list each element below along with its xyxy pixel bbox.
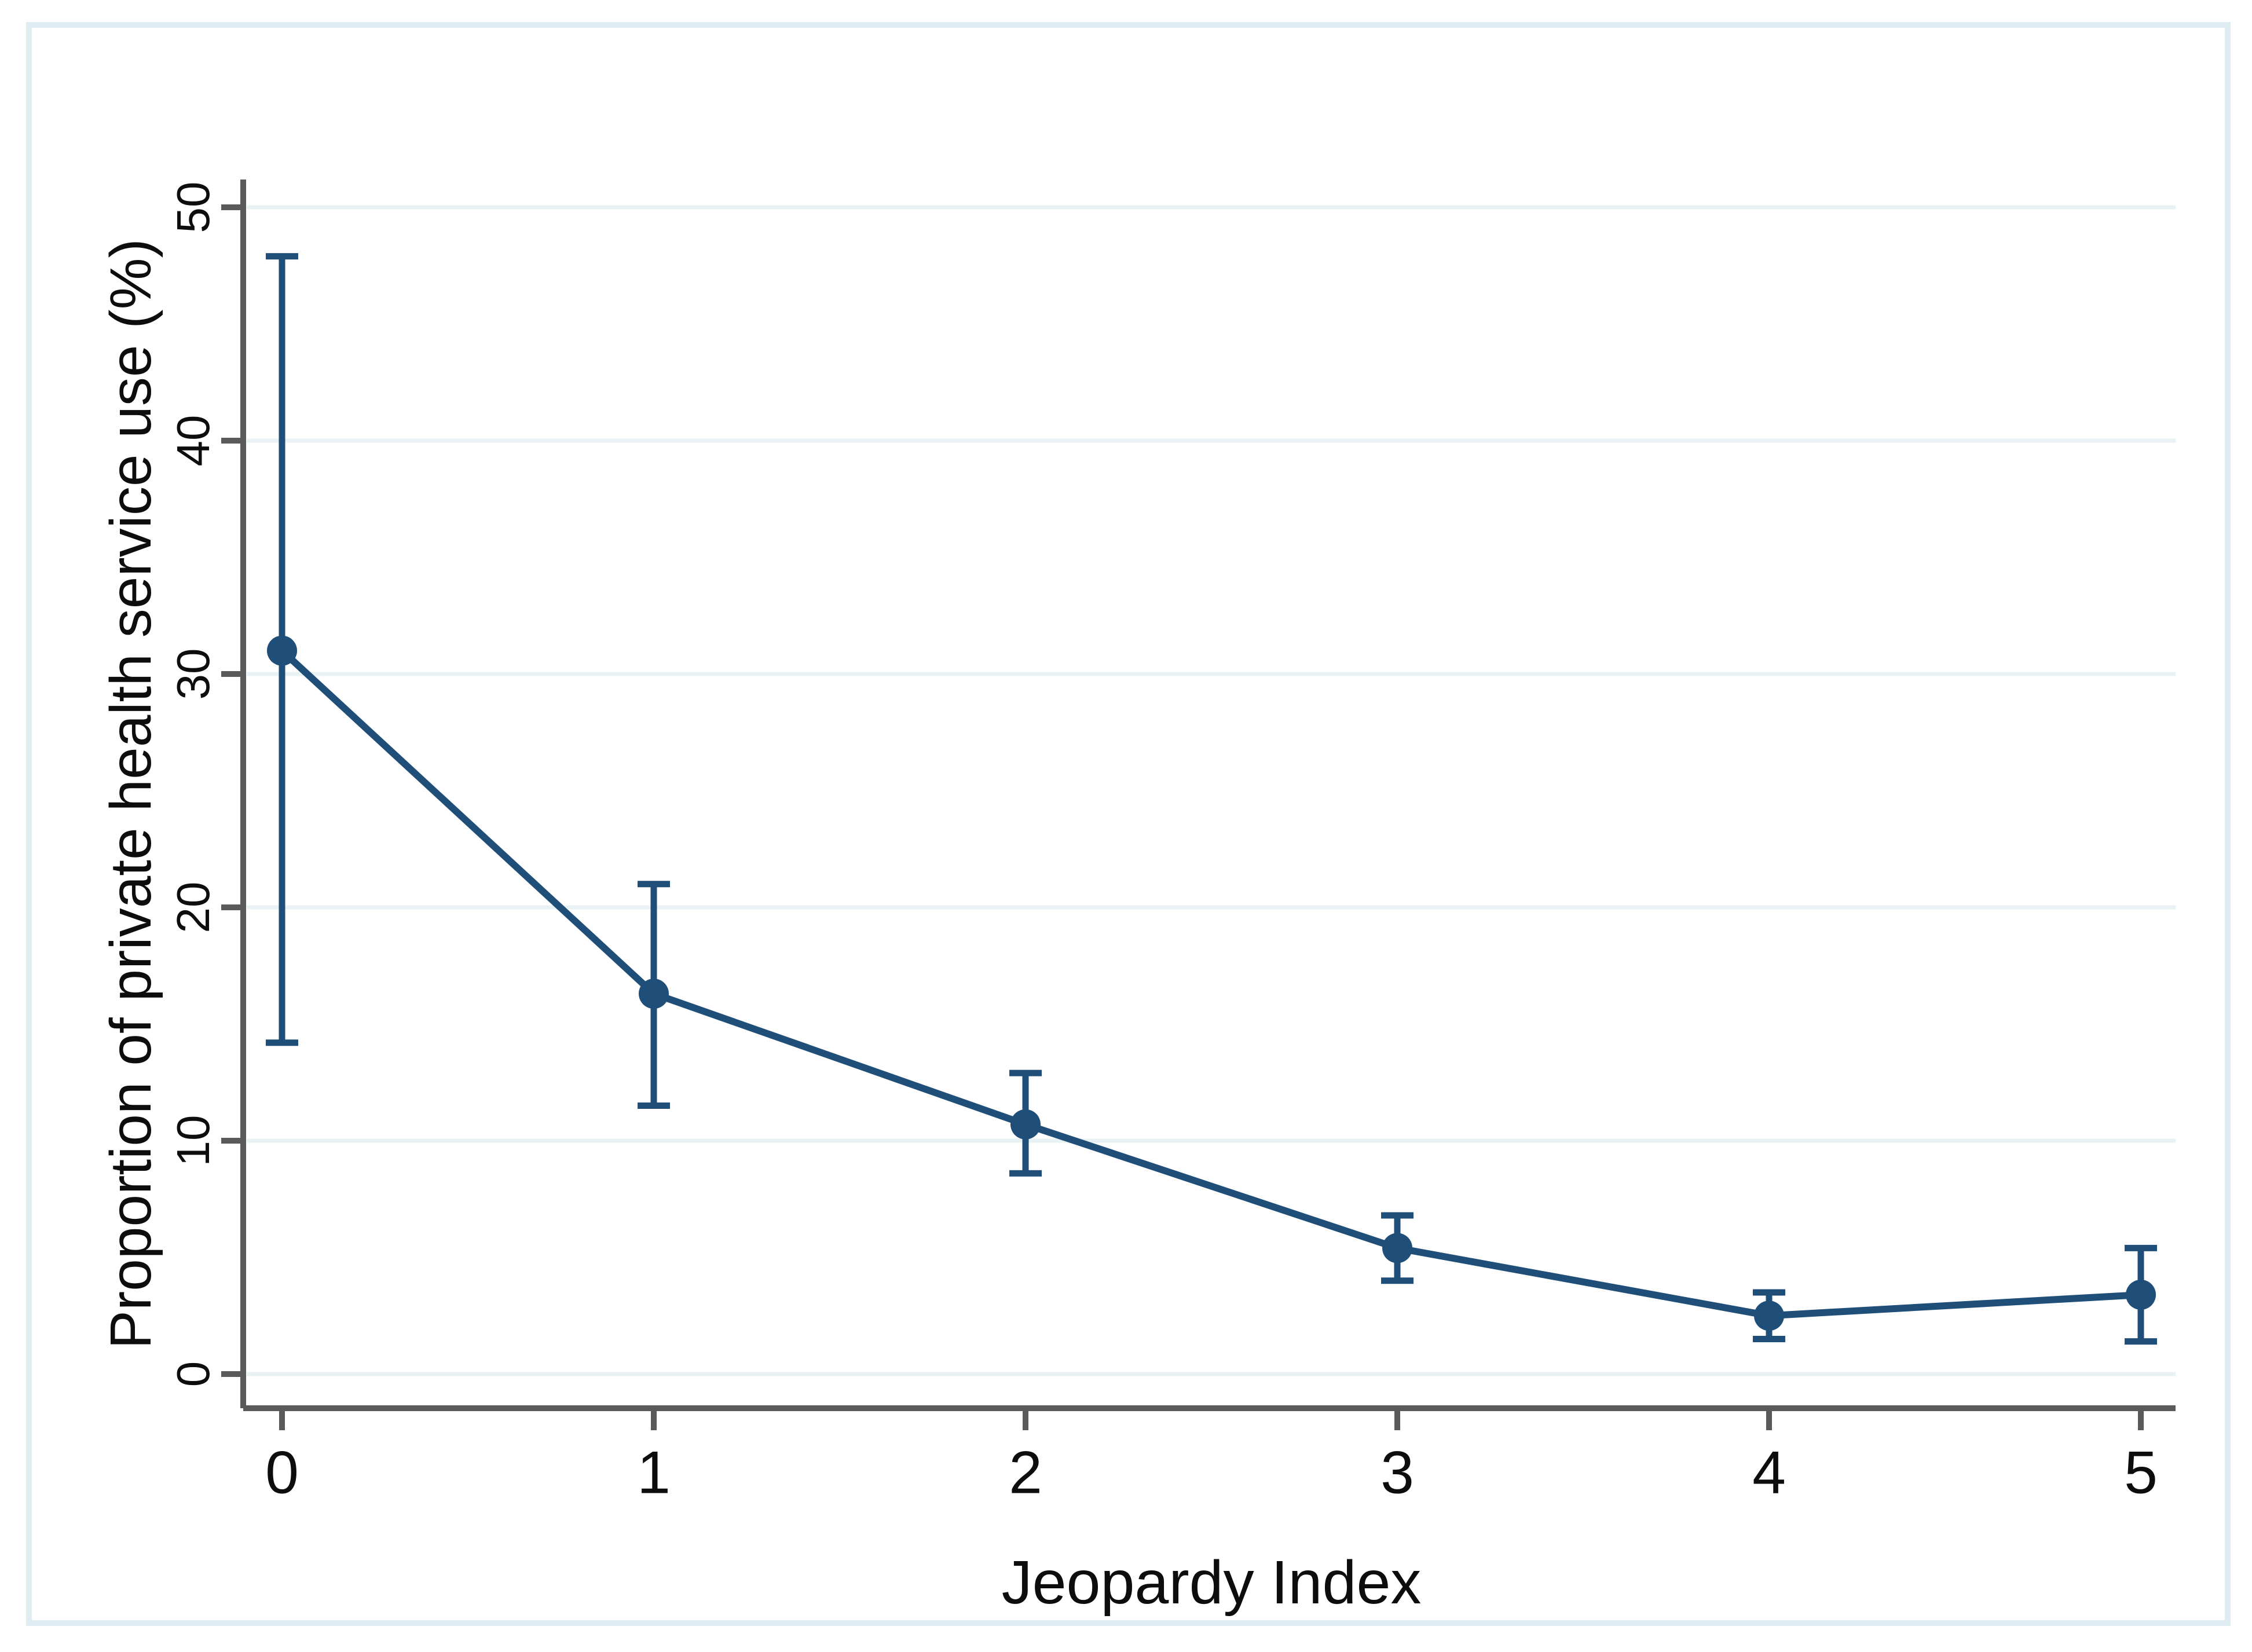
y-axis-title: Proportion of private health service use… — [98, 239, 163, 1349]
data-point — [1754, 1301, 1784, 1331]
x-tick-label: 0 — [265, 1439, 299, 1506]
x-tick-label: 2 — [1009, 1439, 1042, 1506]
data-series-group — [266, 253, 2157, 1345]
x-tick-label: 4 — [1752, 1439, 1786, 1506]
gridlines-group — [247, 205, 2176, 1376]
data-point — [639, 979, 669, 1009]
y-tick-label: 50 — [167, 182, 219, 233]
y-tick-label: 10 — [167, 1115, 219, 1167]
figure-border — [26, 22, 2231, 1626]
data-point — [2126, 1279, 2156, 1310]
x-tick-label: 5 — [2124, 1439, 2158, 1506]
y-tick-label: 30 — [167, 649, 219, 700]
axes-group — [221, 180, 2176, 1430]
series-line — [279, 647, 2144, 1320]
data-point — [1382, 1233, 1412, 1263]
y-tick-label: 20 — [167, 882, 219, 933]
x-axis-title: Jeopardy Index — [1002, 1548, 1422, 1617]
y-tick-label: 40 — [167, 415, 219, 467]
tick-labels-group: 0 10 20 30 40 50 0 1 2 3 4 5 — [167, 182, 2158, 1507]
x-tick-label: 3 — [1381, 1439, 1414, 1506]
y-tick-label: 0 — [167, 1361, 219, 1387]
data-point — [1010, 1109, 1041, 1140]
x-tick-label: 1 — [637, 1439, 671, 1506]
data-point — [267, 635, 297, 666]
